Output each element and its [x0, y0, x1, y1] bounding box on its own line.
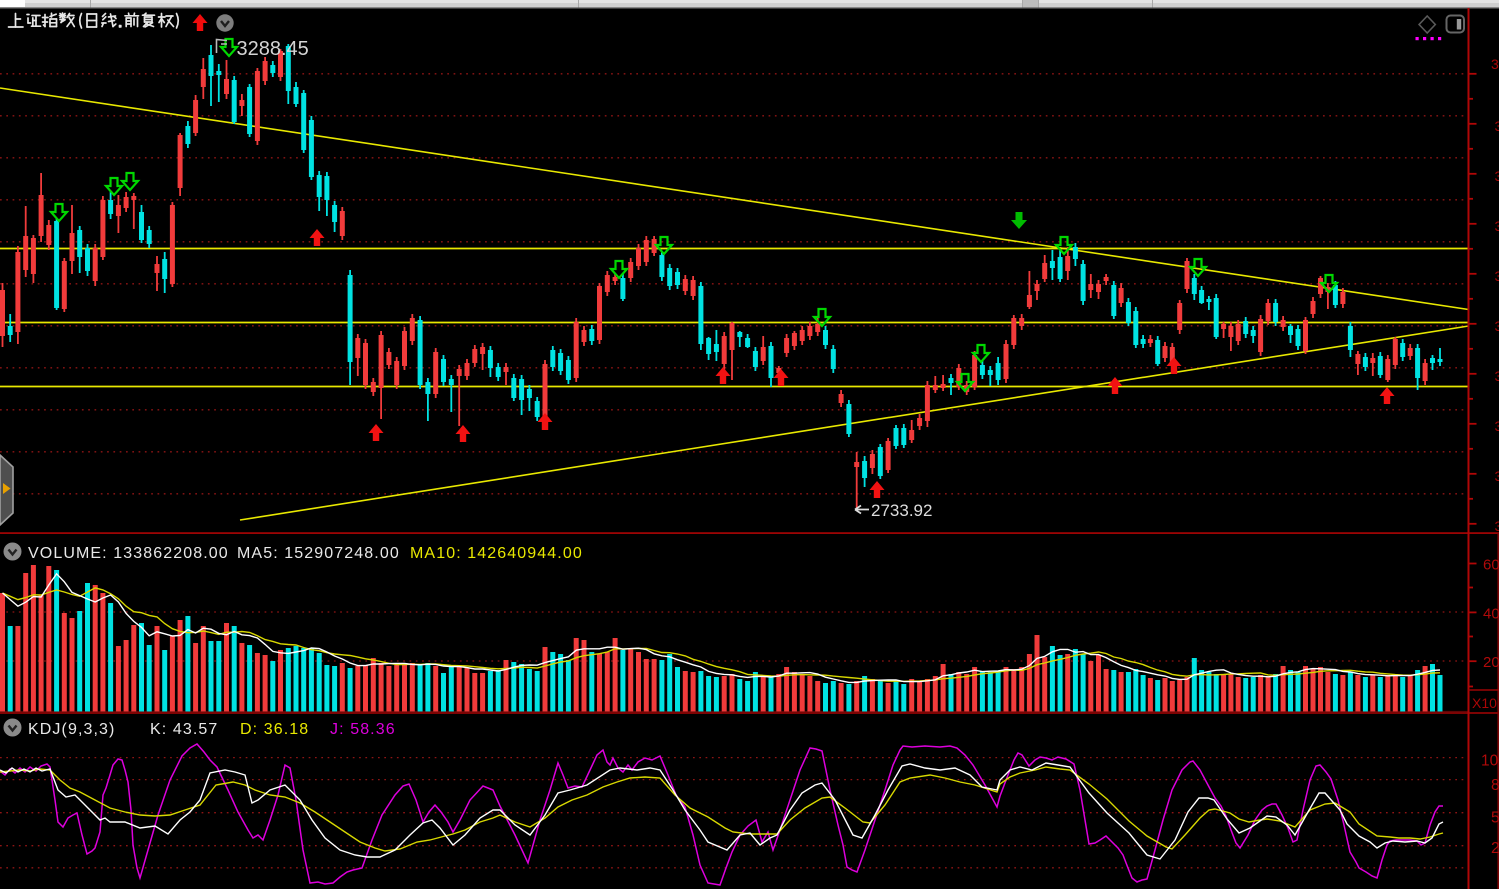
svg-text:32: 32 — [1495, 218, 1499, 234]
svg-text:32: 32 — [1495, 268, 1499, 284]
svg-text:40: 40 — [1483, 605, 1499, 622]
svg-text:VOLUME: 133862208.00: VOLUME: 133862208.00 — [28, 545, 229, 562]
svg-text:3288.45: 3288.45 — [237, 38, 309, 60]
svg-text:34: 34 — [1491, 56, 1499, 72]
svg-text:32: 32 — [1495, 418, 1499, 434]
svg-text:100: 100 — [1481, 753, 1499, 770]
svg-text:32: 32 — [1495, 318, 1499, 334]
svg-text:50: 50 — [1491, 810, 1499, 827]
svg-text:32: 32 — [1495, 368, 1499, 384]
svg-text:K: 43.57: K: 43.57 — [150, 721, 218, 738]
svg-text:KDJ(9,3,3): KDJ(9,3,3) — [28, 721, 115, 738]
svg-text:X10: X10 — [1472, 695, 1497, 711]
svg-text:20: 20 — [1491, 840, 1499, 857]
svg-text:60: 60 — [1483, 557, 1499, 574]
svg-text:2733.92: 2733.92 — [871, 501, 932, 520]
svg-text:MA10: 142640944.00: MA10: 142640944.00 — [410, 545, 583, 562]
svg-text:32: 32 — [1495, 118, 1499, 134]
svg-text:32: 32 — [1495, 518, 1499, 534]
svg-text:80: 80 — [1491, 777, 1499, 794]
svg-text:32: 32 — [1495, 468, 1499, 484]
svg-text:20: 20 — [1483, 654, 1499, 671]
svg-text:D: 36.18: D: 36.18 — [240, 721, 309, 738]
svg-text:MA5: 152907248.00: MA5: 152907248.00 — [237, 545, 400, 562]
svg-text:32: 32 — [1495, 168, 1499, 184]
svg-text:J: 58.36: J: 58.36 — [330, 721, 396, 738]
